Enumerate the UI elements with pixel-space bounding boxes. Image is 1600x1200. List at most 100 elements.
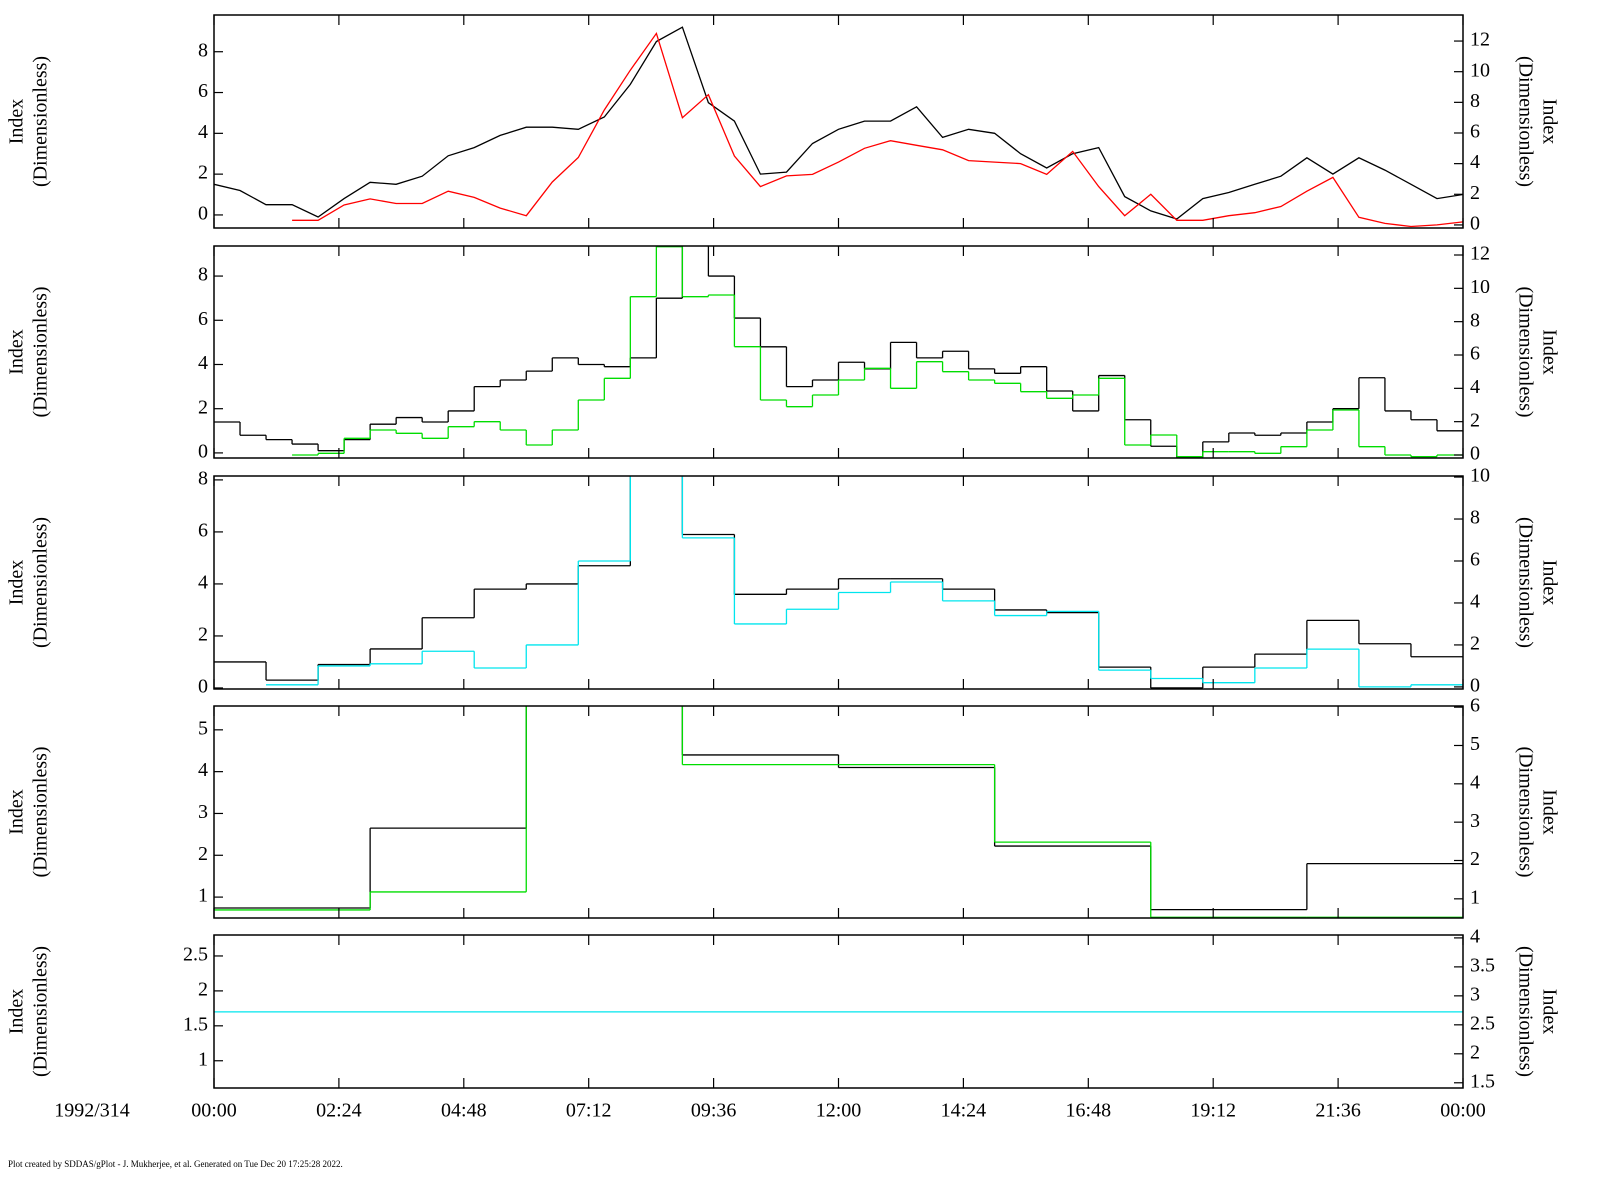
x-tick-label: 07:12 bbox=[566, 1100, 612, 1122]
y-tick-label: 2 bbox=[198, 396, 208, 418]
y2-tick-label: 4 bbox=[1470, 771, 1480, 793]
step-riser bbox=[317, 476, 1412, 687]
plot-area bbox=[214, 26, 1463, 228]
y-axis-label: (Dimensionless) bbox=[30, 946, 52, 1077]
y2-axis-label: Index bbox=[1538, 99, 1560, 145]
y-tick-label: 2 bbox=[198, 978, 208, 1000]
y2-tick-label: 5 bbox=[1470, 733, 1480, 755]
x-tick-label: 12:00 bbox=[816, 1100, 862, 1122]
step-riser bbox=[265, 476, 1412, 688]
panel-frame bbox=[213, 14, 1464, 229]
y-tick-label: 1 bbox=[198, 1048, 208, 1070]
y2-tick-label: 6 bbox=[1470, 121, 1480, 143]
y-axis-label: Index bbox=[6, 99, 28, 145]
y-tick-label: 4 bbox=[198, 352, 208, 374]
y2-tick-label: 2 bbox=[1470, 182, 1480, 204]
y2-tick-label: 0 bbox=[1470, 674, 1480, 696]
y-tick-label: 4 bbox=[198, 759, 208, 781]
y2-tick-label: 8 bbox=[1470, 507, 1480, 529]
step-riser bbox=[239, 246, 1438, 458]
y2-tick-label: 2 bbox=[1470, 848, 1480, 870]
y-tick-label: 6 bbox=[198, 308, 208, 330]
y2-tick-label: 8 bbox=[1470, 309, 1480, 331]
y-axis-label: Index bbox=[6, 789, 28, 835]
y-axis-label: Index bbox=[6, 989, 28, 1035]
y2-tick-label: 1.5 bbox=[1470, 1070, 1495, 1092]
plot-area bbox=[214, 246, 1463, 458]
x-tick-label: 09:36 bbox=[691, 1100, 737, 1122]
y2-tick-label: 10 bbox=[1470, 465, 1490, 487]
y2-axis-label: Index bbox=[1538, 989, 1560, 1035]
y-axis-label: Index bbox=[6, 560, 28, 606]
y2-axis-label: (Dimensionless) bbox=[1514, 286, 1536, 417]
panel-frame bbox=[213, 245, 1464, 459]
y2-tick-label: 0 bbox=[1470, 213, 1480, 235]
y-tick-label: 0 bbox=[198, 441, 208, 463]
y-axis-label: (Dimensionless) bbox=[30, 517, 52, 648]
y-tick-label: 6 bbox=[198, 80, 208, 102]
y2-tick-label: 4 bbox=[1470, 925, 1480, 947]
y-axis-label: (Dimensionless) bbox=[30, 286, 52, 417]
y-tick-label: 2 bbox=[198, 624, 208, 646]
y2-tick-label: 4 bbox=[1470, 591, 1480, 613]
y2-axis-label: Index bbox=[1538, 560, 1560, 606]
y2-axis-label: Index bbox=[1538, 329, 1560, 375]
y2-tick-label: 0 bbox=[1470, 443, 1480, 465]
x-tick-label: 21:36 bbox=[1315, 1100, 1361, 1122]
y-axis-label: (Dimensionless) bbox=[30, 56, 52, 187]
y-tick-label: 3 bbox=[198, 801, 208, 823]
y2-tick-label: 3 bbox=[1470, 810, 1480, 832]
y2-tick-label: 10 bbox=[1470, 59, 1490, 81]
x-tick-label: 14:24 bbox=[941, 1100, 987, 1122]
y2-tick-label: 3.5 bbox=[1470, 954, 1495, 976]
y2-tick-label: 2 bbox=[1470, 409, 1480, 431]
plot-area bbox=[214, 706, 1463, 918]
y2-tick-label: 10 bbox=[1470, 276, 1490, 298]
y2-tick-label: 3 bbox=[1470, 983, 1480, 1005]
y2-tick-label: 6 bbox=[1470, 695, 1480, 717]
y-tick-label: 0 bbox=[198, 203, 208, 225]
date-label: 1992/314 bbox=[54, 1100, 130, 1122]
x-tick-label: 16:48 bbox=[1066, 1100, 1112, 1122]
y-tick-label: 1.5 bbox=[183, 1013, 208, 1035]
x-tick-label: 04:48 bbox=[441, 1100, 487, 1122]
y2-tick-label: 4 bbox=[1470, 151, 1480, 173]
y-axis-label: (Dimensionless) bbox=[30, 746, 52, 877]
x-tick-label: 19:12 bbox=[1190, 1100, 1236, 1122]
y-tick-label: 4 bbox=[198, 572, 208, 594]
series-line bbox=[292, 31, 1463, 228]
panel-frame bbox=[213, 705, 1464, 919]
y2-tick-label: 12 bbox=[1470, 243, 1490, 265]
y-tick-label: 2 bbox=[198, 843, 208, 865]
y-tick-label: 0 bbox=[198, 676, 208, 698]
y-axis-label: Index bbox=[6, 329, 28, 375]
y-tick-label: 6 bbox=[198, 520, 208, 542]
y2-axis-label: (Dimensionless) bbox=[1514, 517, 1536, 648]
series-line bbox=[214, 26, 1463, 220]
y2-tick-label: 6 bbox=[1470, 549, 1480, 571]
y2-axis-label: Index bbox=[1538, 789, 1560, 835]
y2-axis-label: (Dimensionless) bbox=[1514, 946, 1536, 1077]
y2-tick-label: 2.5 bbox=[1470, 1012, 1495, 1034]
x-tick-label: 00:00 bbox=[191, 1100, 237, 1122]
y-tick-label: 2 bbox=[198, 162, 208, 184]
x-tick-label: 00:00 bbox=[1440, 1100, 1486, 1122]
y2-tick-label: 12 bbox=[1470, 29, 1490, 51]
y-tick-label: 8 bbox=[198, 39, 208, 61]
y2-tick-label: 6 bbox=[1470, 343, 1480, 365]
step-riser bbox=[369, 706, 1308, 910]
y-tick-label: 8 bbox=[198, 264, 208, 286]
y2-tick-label: 8 bbox=[1470, 90, 1480, 112]
y2-tick-label: 1 bbox=[1470, 886, 1480, 908]
y-tick-label: 5 bbox=[198, 717, 208, 739]
y2-tick-label: 2 bbox=[1470, 633, 1480, 655]
y-tick-label: 8 bbox=[198, 467, 208, 489]
y2-tick-label: 2 bbox=[1470, 1041, 1480, 1063]
x-tick-label: 02:24 bbox=[316, 1100, 362, 1122]
y-tick-label: 4 bbox=[198, 121, 208, 143]
y-tick-label: 2.5 bbox=[183, 944, 208, 966]
plot-area bbox=[214, 476, 1463, 689]
y-tick-label: 1 bbox=[198, 885, 208, 907]
y2-tick-label: 4 bbox=[1470, 376, 1480, 398]
